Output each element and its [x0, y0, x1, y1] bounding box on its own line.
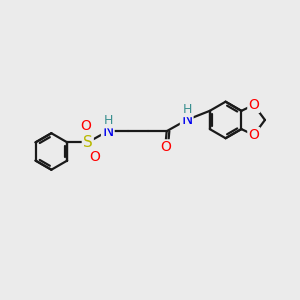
Text: N: N — [102, 124, 113, 139]
Text: O: O — [248, 128, 259, 142]
Text: O: O — [248, 98, 259, 112]
Text: O: O — [160, 140, 171, 154]
Text: N: N — [181, 112, 192, 128]
Text: H: H — [104, 114, 113, 127]
Text: O: O — [90, 150, 101, 164]
Text: O: O — [80, 119, 91, 133]
Text: S: S — [83, 135, 93, 150]
Text: H: H — [183, 103, 192, 116]
